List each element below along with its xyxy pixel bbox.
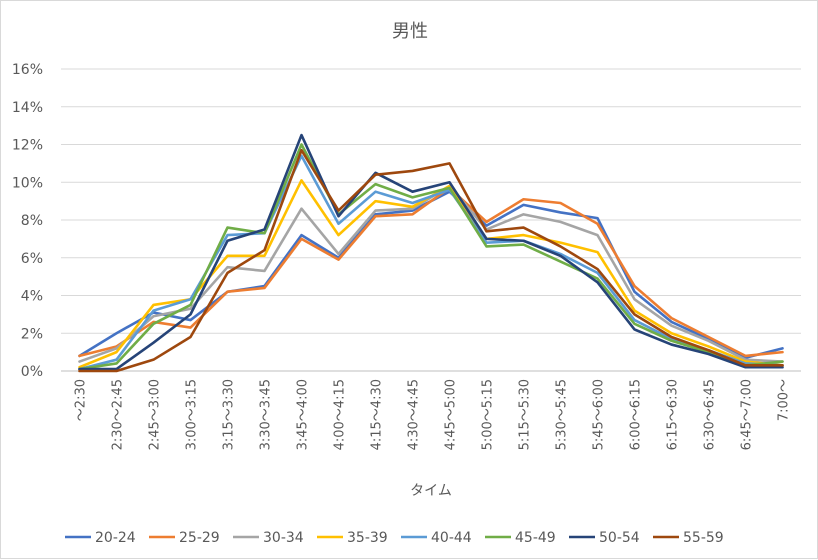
y-tick-label: 10% <box>12 175 43 191</box>
y-tick-label: 12% <box>12 138 43 154</box>
legend-label: 35-39 <box>347 530 388 546</box>
x-tick-label: 6:15～6:30 <box>666 379 681 450</box>
x-tick-label: 4:15～4:30 <box>370 379 385 450</box>
legend-item-55-59: 55-59 <box>653 530 724 546</box>
x-tick-label: 6:00～6:15 <box>629 379 644 450</box>
x-tick-label: 2:45～3:00 <box>148 379 163 450</box>
legend-item-45-49: 45-49 <box>485 530 556 546</box>
series-lines <box>78 133 784 373</box>
x-tick-label: 6:30～6:45 <box>703 379 718 450</box>
legend-item-25-29: 25-29 <box>149 530 220 546</box>
x-tick-label: 3:45～4:00 <box>296 379 311 450</box>
legend-label: 20-24 <box>95 530 136 546</box>
x-tick-label: 5:15～5:30 <box>518 379 533 450</box>
x-tick-label: 3:30～3:45 <box>259 379 274 450</box>
x-tick-label: 4:45～5:00 <box>444 379 459 450</box>
chart-title: 男性 <box>392 21 428 42</box>
x-tick-label: 5:45～6:00 <box>592 379 607 450</box>
y-axis-ticks: 0% 2% 4% 6% 8% 10% 12% 14% 16% <box>12 62 43 380</box>
x-tick-label: 2:30～2:45 <box>111 379 126 450</box>
legend-label: 55-59 <box>683 530 724 546</box>
legend-label: 50-54 <box>599 530 640 546</box>
legend-label: 30-34 <box>263 530 304 546</box>
x-tick-label: 4:00～4:15 <box>333 379 348 450</box>
series-line-50-54 <box>78 133 784 371</box>
x-tick-label: ～2:30 <box>74 379 89 421</box>
y-tick-label: 6% <box>21 251 43 267</box>
y-tick-label: 4% <box>21 289 43 305</box>
y-tick-label: 8% <box>21 213 43 229</box>
x-tick-label: 3:00～3:15 <box>185 379 200 450</box>
series-line-55-59 <box>78 148 784 373</box>
x-tick-label: 6:45～7:00 <box>740 379 755 450</box>
x-tick-label: 5:30～5:45 <box>555 379 570 450</box>
legend-item-20-24: 20-24 <box>65 530 136 546</box>
x-tick-label: 5:00～5:15 <box>481 379 496 450</box>
series-line-25-29 <box>78 186 784 358</box>
y-tick-label: 14% <box>12 100 43 116</box>
y-tick-label: 0% <box>21 364 43 380</box>
x-axis-title: タイム <box>410 483 452 499</box>
series-line-40-44 <box>78 154 784 371</box>
x-tick-label: 3:15～3:30 <box>222 379 237 450</box>
legend-item-40-44: 40-44 <box>401 530 472 546</box>
y-tick-label: 16% <box>12 62 43 78</box>
series-line-45-49 <box>78 143 784 371</box>
x-axis-ticks: ～2:30 2:30～2:45 2:45～3:00 3:00～3:15 3:15～3:3… <box>74 379 792 450</box>
legend-item-50-54: 50-54 <box>569 530 640 546</box>
legend: 20-24 25-29 30-34 35-39 40-44 45-49 50-54 55-59 <box>65 530 724 546</box>
x-tick-label: 7:00～ <box>777 379 792 421</box>
y-tick-label: 2% <box>21 326 43 342</box>
legend-label: 45-49 <box>515 530 556 546</box>
x-tick-label: 4:30～4:45 <box>407 379 422 450</box>
legend-item-35-39: 35-39 <box>317 530 388 546</box>
legend-label: 40-44 <box>431 530 472 546</box>
legend-item-30-34: 30-34 <box>233 530 304 546</box>
legend-label: 25-29 <box>179 530 220 546</box>
gridlines <box>61 68 801 372</box>
